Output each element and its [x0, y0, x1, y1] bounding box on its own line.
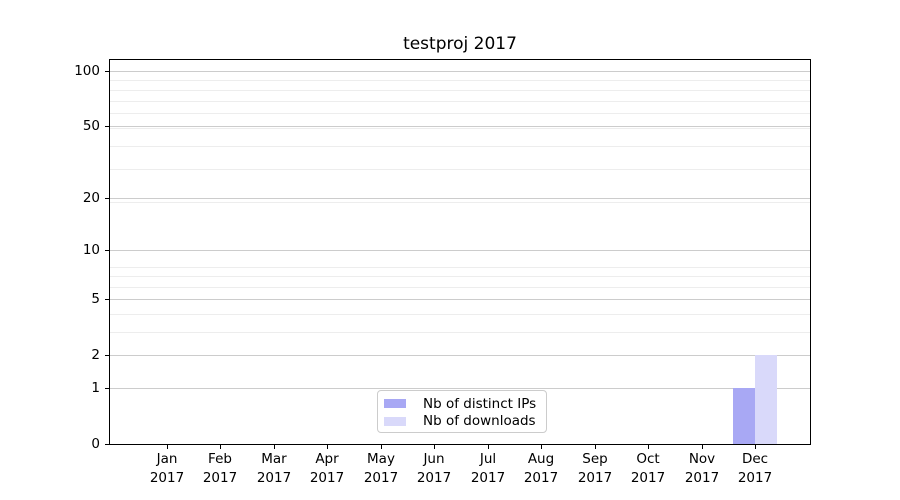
legend-swatch-distinct-ips — [384, 399, 406, 409]
legend-item-downloads: Nb of downloads — [384, 413, 542, 431]
x-tick-label-sep: Sep 2017 — [577, 451, 613, 486]
major-gridline — [110, 71, 810, 73]
minor-gridline — [110, 127, 810, 129]
x-tick-mark — [434, 445, 435, 449]
x-tick-label-feb: Feb 2017 — [202, 451, 238, 486]
x-tick-mark — [648, 445, 649, 449]
minor-gridline — [110, 80, 810, 82]
major-gridline — [110, 299, 810, 301]
x-tick-label-jun: Jun 2017 — [416, 451, 452, 486]
y-tick-label: 5 — [91, 291, 100, 307]
x-tick-label-dec: Dec 2017 — [737, 451, 773, 486]
y-tick-label: 0 — [91, 436, 100, 452]
y-tick-label: 50 — [82, 118, 100, 134]
y-tick-label: 1 — [91, 380, 100, 396]
legend-item-distinct-ips: Nb of distinct IPs — [384, 395, 542, 413]
x-tick-label-aug: Aug 2017 — [523, 451, 559, 486]
minor-gridline — [110, 202, 810, 203]
minor-gridline — [110, 89, 810, 91]
legend: Nb of distinct IPs Nb of downloads — [377, 390, 547, 433]
y-tick-label: 100 — [74, 63, 100, 79]
bar-downloads-dec — [755, 355, 778, 444]
y-tick-mark — [105, 388, 109, 389]
x-tick-mark — [595, 445, 596, 449]
x-tick-mark — [381, 445, 382, 449]
legend-label-distinct-ips: Nb of distinct IPs — [423, 395, 537, 412]
minor-gridline — [110, 314, 810, 315]
x-tick-label-nov: Nov 2017 — [684, 451, 720, 486]
minor-gridline — [110, 266, 810, 268]
x-tick-mark — [327, 445, 328, 449]
y-tick-mark — [105, 299, 109, 300]
x-tick-mark — [702, 445, 703, 449]
major-gridline — [110, 388, 810, 389]
y-tick-mark — [105, 71, 109, 72]
y-tick-label: 10 — [82, 242, 100, 258]
x-tick-label-jan: Jan 2017 — [149, 451, 185, 486]
y-tick-mark — [105, 250, 109, 251]
x-tick-mark — [220, 445, 221, 449]
x-tick-label-apr: Apr 2017 — [309, 451, 345, 486]
y-tick-label: 20 — [82, 190, 100, 206]
x-tick-mark — [488, 445, 489, 449]
gridlines-layer — [110, 60, 810, 444]
legend-swatch-downloads — [384, 416, 406, 426]
x-tick-label-may: May 2017 — [363, 451, 399, 486]
major-gridline — [110, 198, 810, 199]
x-tick-mark — [274, 445, 275, 449]
minor-gridline — [110, 146, 810, 147]
minor-gridline — [110, 100, 810, 102]
minor-gridline — [110, 113, 810, 115]
y-tick-mark — [105, 355, 109, 356]
plot-area: Nb of distinct IPs Nb of downloads — [109, 59, 811, 445]
chart-title: testproj 2017 — [403, 34, 517, 54]
y-tick-mark — [105, 444, 109, 445]
major-gridline — [110, 126, 810, 128]
minor-gridline — [110, 332, 810, 333]
y-tick-label: 2 — [91, 347, 100, 363]
legend-label-downloads: Nb of downloads — [423, 413, 536, 430]
x-tick-mark — [755, 445, 756, 449]
bar-distinct-ips-dec — [733, 388, 756, 444]
major-gridline — [110, 250, 810, 252]
x-tick-mark — [167, 445, 168, 449]
x-tick-label-oct: Oct 2017 — [630, 451, 666, 486]
y-tick-mark — [105, 198, 109, 199]
x-tick-label-jul: Jul 2017 — [470, 451, 506, 486]
x-tick-label-mar: Mar 2017 — [256, 451, 292, 486]
minor-gridline — [110, 276, 810, 277]
y-tick-mark — [105, 126, 109, 127]
bars-layer — [110, 60, 810, 444]
minor-gridline — [110, 169, 810, 171]
x-tick-mark — [541, 445, 542, 449]
minor-gridline — [110, 286, 810, 288]
major-gridline — [110, 355, 810, 357]
